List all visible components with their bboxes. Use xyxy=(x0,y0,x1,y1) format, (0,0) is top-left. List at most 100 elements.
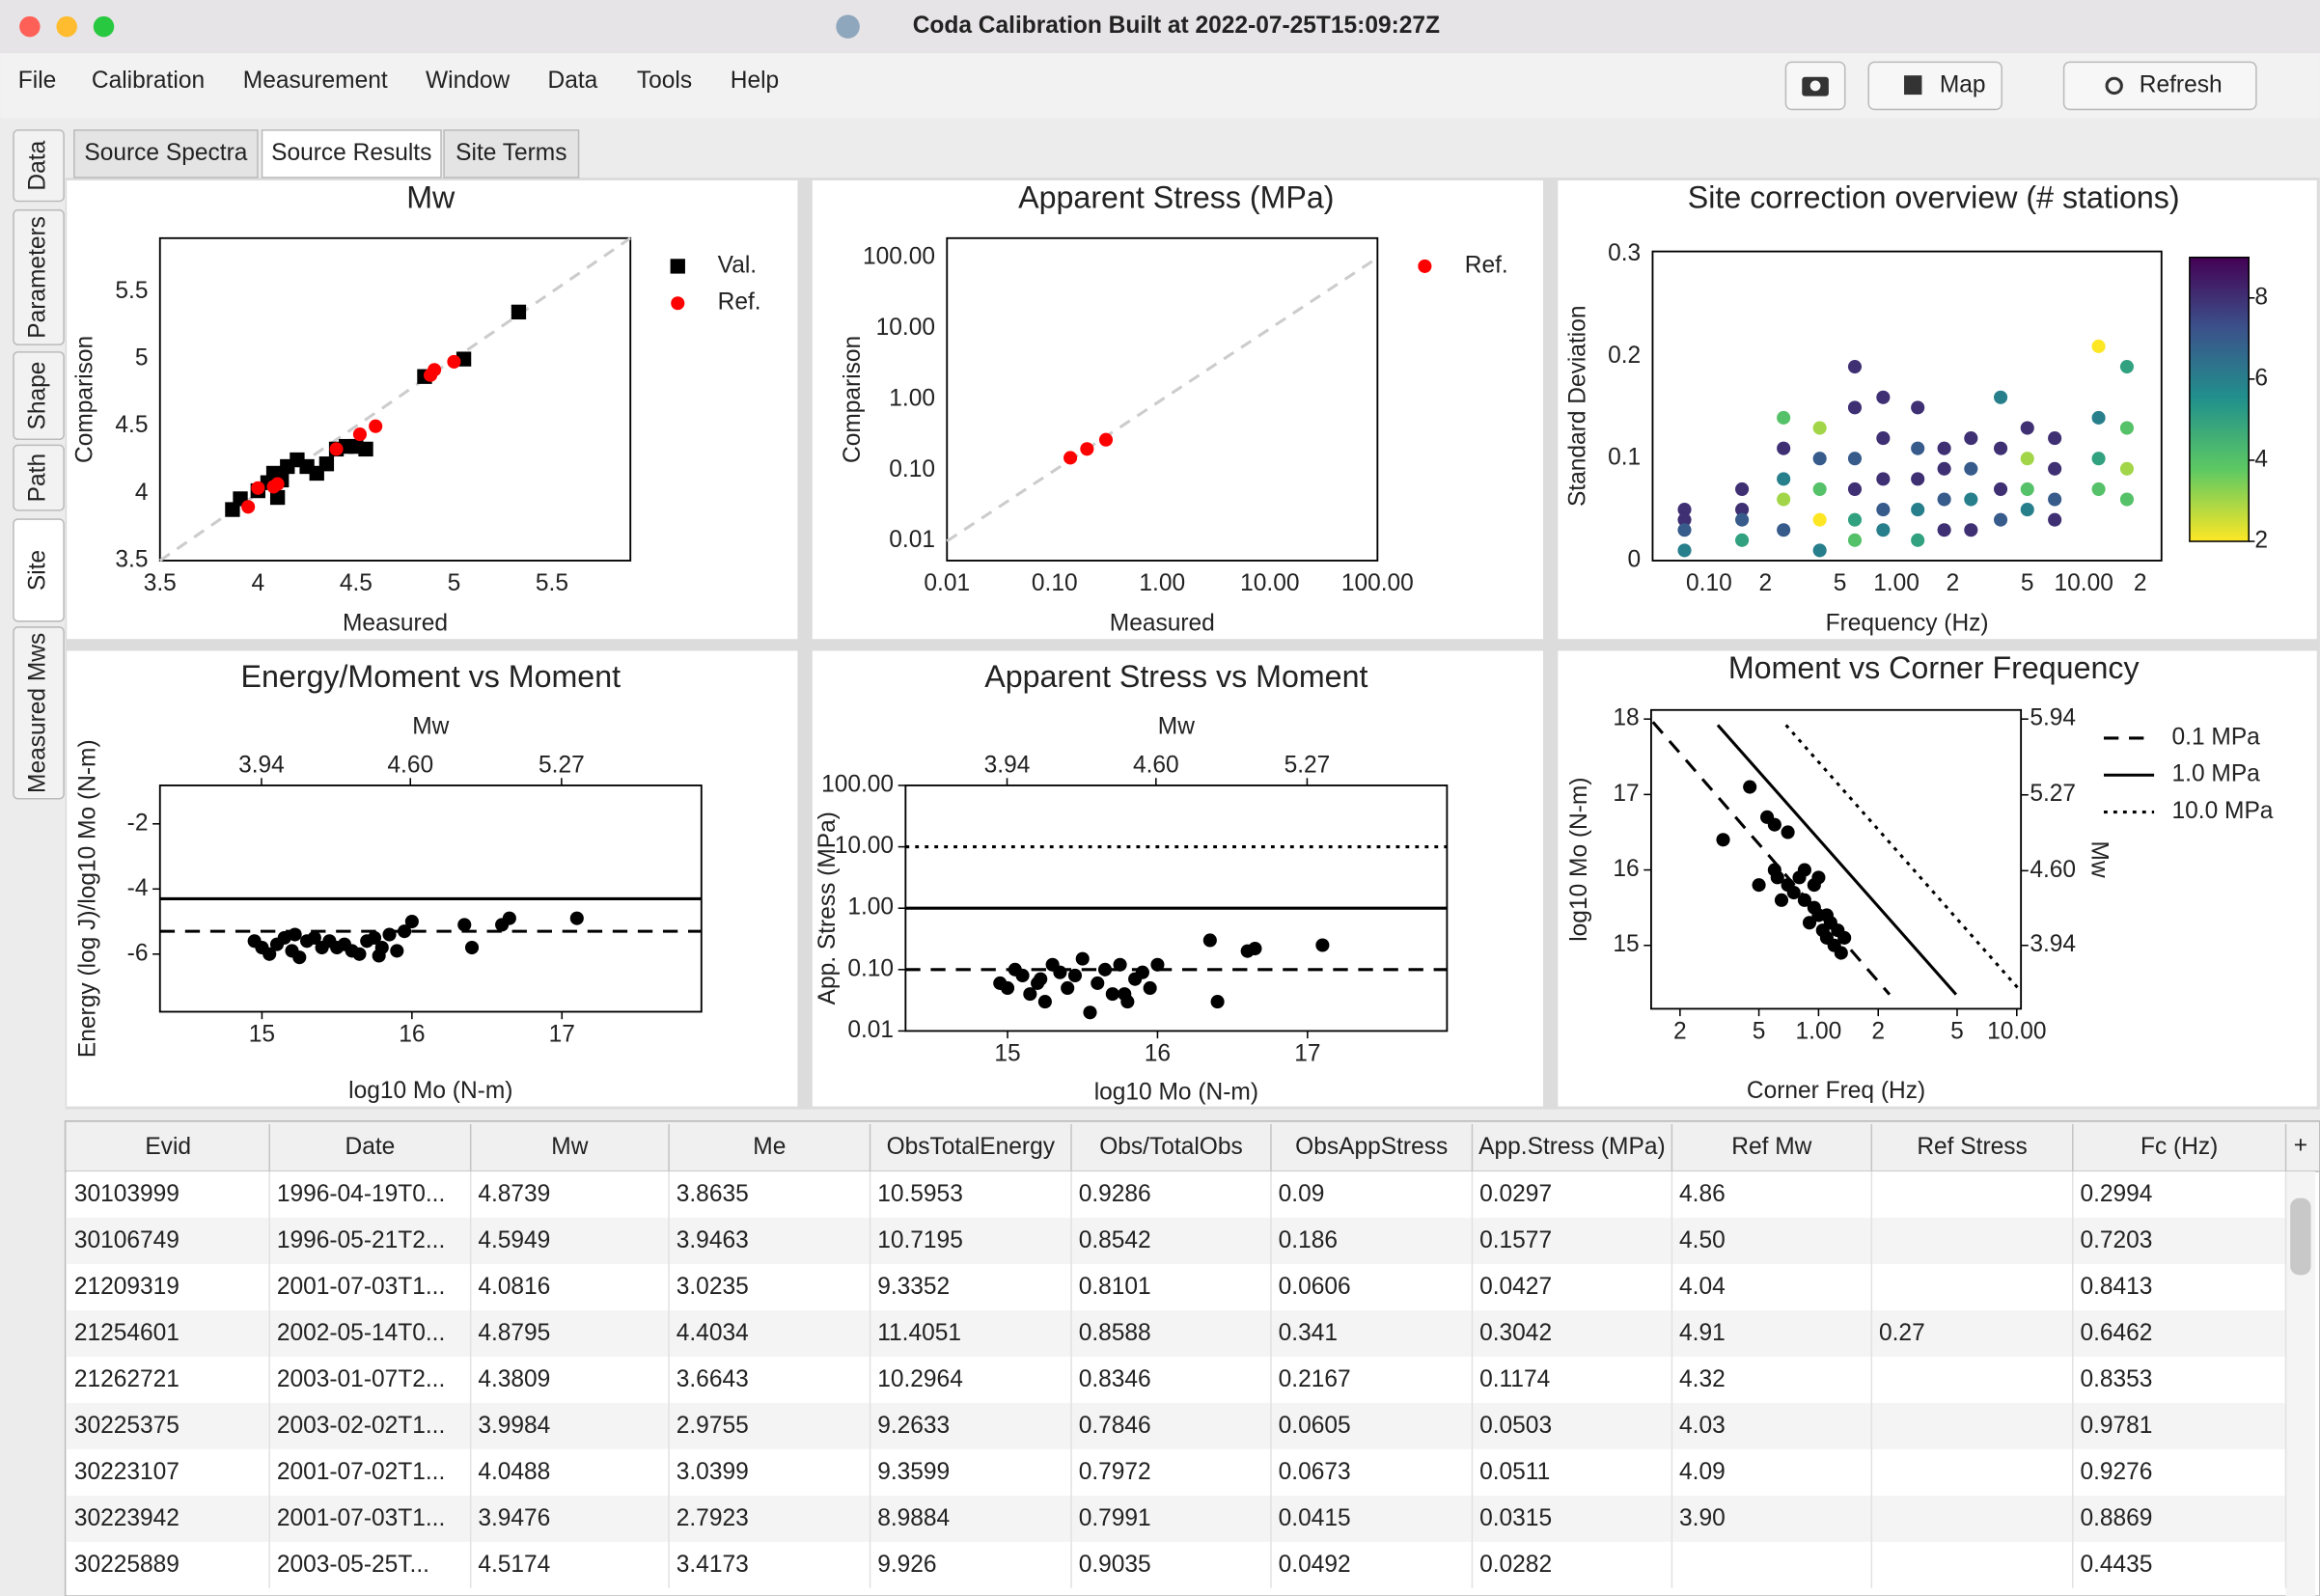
refresh-button-label[interactable]: Refresh xyxy=(2140,71,2223,97)
y-tick-label: 0 xyxy=(1628,546,1642,572)
x-tick-label: 15 xyxy=(994,1040,1020,1066)
y-tick-label: 0.01 xyxy=(889,527,935,553)
side-tab-label[interactable]: Path xyxy=(25,454,51,502)
table-cell: 0.7972 xyxy=(1079,1459,1151,1485)
add-column-button[interactable]: + xyxy=(2294,1132,2307,1158)
table-row[interactable] xyxy=(67,1171,2286,1219)
column-header[interactable]: Ref Mw xyxy=(1731,1134,1811,1160)
menu-item[interactable]: Window xyxy=(426,68,510,94)
table-row[interactable] xyxy=(67,1402,2286,1449)
table-row[interactable] xyxy=(67,1541,2286,1588)
table-row[interactable] xyxy=(67,1309,2286,1357)
table-row[interactable] xyxy=(67,1448,2286,1496)
data-point xyxy=(1023,987,1037,1002)
data-point xyxy=(1143,980,1157,996)
data-point xyxy=(569,911,584,925)
refresh-button[interactable] xyxy=(2062,61,2257,111)
data-point xyxy=(1797,863,1811,877)
table-cell: 0.9276 xyxy=(2080,1459,2152,1485)
table-cell: 0.8353 xyxy=(2080,1366,2152,1392)
y-tick-label: 0.3 xyxy=(1608,240,1641,266)
column-header[interactable]: Me xyxy=(753,1134,786,1160)
table-cell: 0.8869 xyxy=(2080,1505,2152,1531)
column-header[interactable]: Mw xyxy=(551,1134,588,1160)
column-header[interactable]: Fc (Hz) xyxy=(2140,1134,2218,1160)
colorbar-tick-label: 2 xyxy=(2254,528,2268,554)
zoom-button[interactable] xyxy=(93,15,115,38)
map-button-label[interactable]: Map xyxy=(1940,71,1986,97)
table-row[interactable] xyxy=(67,1356,2286,1403)
column-header[interactable]: ObsAppStress xyxy=(1295,1134,1448,1160)
table-row[interactable] xyxy=(67,1495,2286,1542)
map-button[interactable] xyxy=(1867,61,2002,111)
tab[interactable] xyxy=(73,129,259,179)
table-cell: 4.04 xyxy=(1679,1274,1726,1300)
tab-label[interactable]: Source Results xyxy=(271,140,431,166)
data-point xyxy=(288,927,302,942)
x-tick-label: 0.01 xyxy=(924,570,970,596)
close-button[interactable] xyxy=(19,15,41,38)
table-cell: 0.1577 xyxy=(1479,1227,1552,1253)
column-header[interactable]: Date xyxy=(345,1134,396,1160)
y-tick-label: 16 xyxy=(1613,856,1639,882)
stress-line xyxy=(1651,721,1892,996)
table-cell: 0.27 xyxy=(1879,1320,1925,1346)
data-point xyxy=(1063,451,1078,465)
table-cell: 4.09 xyxy=(1679,1459,1726,1485)
table-cell: 0.2994 xyxy=(2080,1181,2152,1207)
side-tab-label[interactable]: Data xyxy=(25,140,51,190)
chart-title: Mw xyxy=(406,179,456,214)
table-cell: 0.341 xyxy=(1279,1320,1338,1346)
column-header[interactable]: Obs/TotalObs xyxy=(1099,1134,1243,1160)
data-point xyxy=(398,924,412,939)
side-tab[interactable] xyxy=(13,518,65,622)
x-tick-label: 16 xyxy=(399,1022,425,1048)
scroll-thumb[interactable] xyxy=(2290,1197,2311,1276)
table-cell: 3.4173 xyxy=(677,1552,749,1578)
side-tab[interactable] xyxy=(13,351,65,441)
menu-item[interactable]: Data xyxy=(548,68,598,94)
minimize-button[interactable] xyxy=(56,15,77,38)
side-tab[interactable] xyxy=(13,626,65,800)
table-row[interactable] xyxy=(67,1264,2286,1310)
side-tab-label[interactable]: Parameters xyxy=(25,216,51,339)
data-point xyxy=(1105,987,1119,1002)
tab-label[interactable]: Site Terms xyxy=(456,140,566,166)
tab-label[interactable]: Source Spectra xyxy=(84,140,247,166)
menu-item[interactable]: Help xyxy=(731,68,779,94)
side-tab-label[interactable]: Measured Mws xyxy=(25,633,51,793)
legend-marker xyxy=(1418,259,1432,273)
side-tab-label[interactable]: Shape xyxy=(25,362,51,430)
menu-item[interactable]: File xyxy=(18,68,57,94)
table-cell: 4.50 xyxy=(1679,1227,1726,1253)
data-point xyxy=(1937,461,1951,476)
column-header[interactable]: App.Stress (MPa) xyxy=(1478,1134,1665,1160)
tab[interactable] xyxy=(443,129,580,179)
y-tick-label: -4 xyxy=(127,875,149,901)
data-point xyxy=(464,940,480,955)
menu-item[interactable]: Tools xyxy=(637,68,692,94)
menu-item[interactable]: Calibration xyxy=(92,68,205,94)
table-cell: 9.3352 xyxy=(877,1274,950,1300)
tab[interactable] xyxy=(261,129,442,179)
side-tab[interactable] xyxy=(13,129,65,203)
table-cell: 9.2633 xyxy=(877,1413,950,1439)
column-header[interactable]: Ref Stress xyxy=(1917,1134,2027,1160)
data-point xyxy=(1811,870,1826,885)
data-point xyxy=(372,949,386,963)
side-tab[interactable] xyxy=(13,444,65,511)
table-row[interactable] xyxy=(67,1218,2286,1265)
side-tab-label[interactable]: Site xyxy=(25,550,51,591)
table-cell: 30223942 xyxy=(74,1505,180,1531)
x-tick-label: 5 xyxy=(2021,570,2034,596)
table-cell: 0.186 xyxy=(1279,1227,1338,1253)
menu-item[interactable]: Measurement xyxy=(243,68,388,94)
data-point xyxy=(2048,431,2062,446)
side-tab[interactable] xyxy=(13,208,65,345)
data-point xyxy=(2119,360,2134,374)
data-point xyxy=(2020,421,2034,435)
y-tick-label: 4 xyxy=(135,480,149,506)
data-point xyxy=(2048,512,2062,527)
column-header[interactable]: Evid xyxy=(145,1134,191,1160)
column-header[interactable]: ObsTotalEnergy xyxy=(887,1134,1056,1160)
